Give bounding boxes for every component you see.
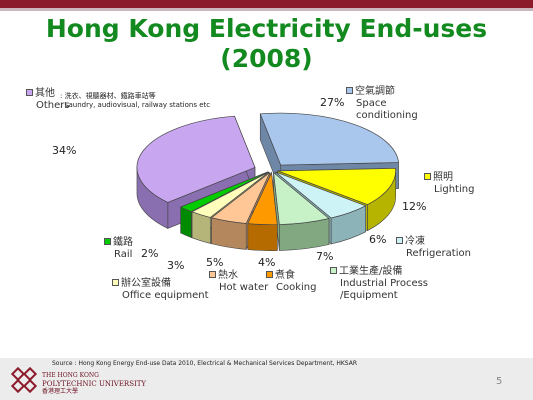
title-line-1: Hong Kong Electricity End-uses: [45, 14, 488, 43]
legend-cooking-en1: Cooking: [276, 282, 317, 293]
slice-hotwater: [210, 172, 271, 224]
data-label-space: 27%: [320, 96, 345, 109]
footer: [0, 358, 533, 400]
legend-industrial-en2: /Equipment: [340, 290, 398, 301]
slice-refrigeration: [275, 171, 367, 219]
slice-lighting: [277, 167, 396, 205]
legend-refrigeration-en1: Refrigeration: [406, 248, 471, 259]
legend-space-en1: Space: [356, 98, 387, 109]
legend-refrigeration: 冷凍 Refrigeration: [396, 236, 471, 260]
legend-industrial-en1: Industrial Process: [340, 278, 429, 289]
legend-hotwater-swatch: [209, 271, 216, 278]
data-label-industrial: 7%: [316, 250, 334, 263]
legend-others-en1: Others: [36, 100, 70, 111]
legend-office-zh: 辦公室設備: [112, 278, 208, 290]
legend-rail-zh: 鐵路: [104, 237, 133, 249]
legend-office: 辦公室設備 Office equipment: [112, 278, 208, 302]
page-title: Hong Kong Electricity End-uses (2008): [0, 14, 533, 74]
legend-space-en2: conditioning: [356, 110, 418, 121]
top-bar: [0, 0, 533, 8]
others-note-zh: : 洗衣、視聽器材、鐵路車站等: [60, 92, 156, 100]
page-number: 5: [496, 376, 503, 387]
slice-cooking: [247, 171, 278, 226]
logo-line-1: THE HONG KONG: [42, 372, 99, 379]
legend-rail-en1: Rail: [114, 249, 133, 260]
legend-lighting-zh-text: 照明: [433, 172, 453, 183]
slice-rail: [179, 171, 268, 212]
legend-lighting: 照明 Lighting: [424, 172, 474, 196]
legend-cooking: 煮食 Cooking: [266, 270, 316, 294]
data-label-hotwater: 5%: [206, 256, 224, 269]
legend-rail-zh-text: 鐵路: [113, 237, 133, 248]
legend-industrial-zh-text: 工業生產/設備: [339, 266, 403, 277]
data-label-lighting: 12%: [402, 200, 427, 213]
legend-cooking-zh: 煮食: [266, 270, 316, 282]
legend-others-swatch: [26, 89, 33, 96]
legend-industrial: 工業生產/設備 Industrial Process/Equipment: [330, 266, 428, 302]
legend-hotwater-en1: Hot water: [219, 282, 269, 293]
logo-line-3: 香港理工大學: [42, 388, 79, 395]
legend-rail: 鐵路 Rail: [104, 237, 133, 261]
legend-lighting-en1: Lighting: [434, 184, 475, 195]
legend-space-zh-text: 空氣調節: [355, 86, 395, 97]
others-note: : 洗衣、視聽器材、鐵路車站等 : Laundry, audiovisual, …: [60, 92, 210, 110]
legend-refrigeration-zh-text: 冷凍: [405, 236, 425, 247]
data-label-office: 3%: [167, 259, 185, 272]
legend-space-zh: 空氣調節: [346, 86, 418, 98]
slice-space: [259, 112, 399, 166]
logo-text: THE HONG KONG POLYTECHNIC UNIVERSITY 香港理…: [42, 372, 146, 396]
data-label-cooking: 4%: [258, 256, 276, 269]
legend-others-zh-text: 其他: [35, 88, 55, 99]
legend-refrigeration-zh: 冷凍: [396, 236, 471, 248]
legend-others-zh: 其他: [26, 88, 70, 100]
slice-side-cooking: [247, 223, 278, 251]
slice-others: [136, 115, 256, 203]
legend-industrial-zh: 工業生產/設備: [330, 266, 428, 278]
data-label-others: 34%: [52, 144, 77, 157]
legend-refrigeration-swatch: [396, 237, 403, 244]
legend-lighting-zh: 照明: [424, 172, 474, 184]
legend-lighting-swatch: [424, 173, 431, 180]
legend-office-en1: Office equipment: [122, 290, 209, 301]
source-note: Source : Hong Kong Energy End-use Data 2…: [52, 360, 358, 367]
legend-hotwater-zh: 熱水: [209, 270, 268, 282]
legend-office-zh-text: 辦公室設備: [121, 278, 171, 289]
top-bar-accent: [0, 8, 533, 11]
legend-industrial-swatch: [330, 267, 337, 274]
slice-industrial: [273, 171, 330, 225]
polyu-logo-icon: [10, 366, 38, 394]
legend-cooking-zh-text: 煮食: [275, 270, 295, 281]
legend-hotwater-zh-text: 熱水: [218, 270, 238, 281]
slice-office: [191, 171, 269, 218]
legend-space-swatch: [346, 87, 353, 94]
data-label-rail: 2%: [141, 247, 159, 260]
legend-office-swatch: [112, 279, 119, 286]
legend-rail-swatch: [104, 238, 111, 245]
legend-others: 其他 Others: [26, 88, 70, 112]
slice-side-rail: [180, 206, 192, 238]
legend-space: 空氣調節 Space conditioning: [346, 86, 418, 122]
legend-hotwater: 熱水 Hot water: [209, 270, 268, 294]
legend-cooking-swatch: [266, 271, 273, 278]
others-note-en: : Laundry, audiovisual, railway stations…: [60, 101, 211, 109]
title-line-2: (2008): [220, 44, 313, 73]
data-label-refrigeration: 6%: [369, 233, 387, 246]
logo-line-2: POLYTECHNIC UNIVERSITY: [42, 380, 147, 388]
